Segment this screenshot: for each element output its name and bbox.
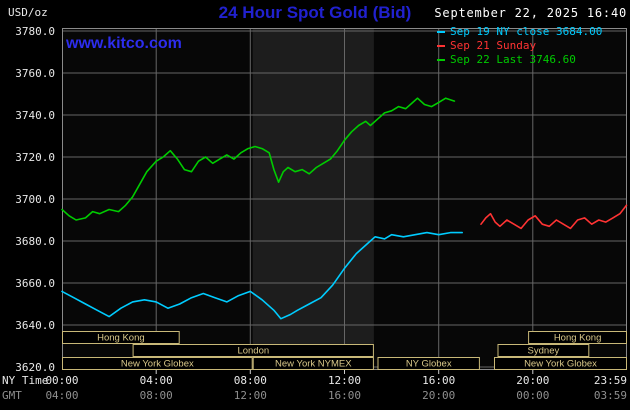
y-tick-label: 3700.0	[15, 192, 55, 206]
datetime-label: September 22, 2025 16:40	[434, 6, 627, 20]
y-tick-label: 3780.0	[15, 24, 55, 38]
y-tick-label: 3740.0	[15, 108, 55, 122]
y-tick-label: 3620.0	[15, 360, 55, 374]
y-tick-label: 3660.0	[15, 276, 55, 290]
y-axis: 3780.0 3760.0 3740.0 3720.0 3700.0 3680.0 3660…	[0, 0, 58, 410]
legend-label: Sep 19 NY close 3684.00	[450, 25, 603, 38]
session-label: New York Globex	[524, 359, 597, 370]
series-line-2	[61, 97, 456, 221]
series-line-1	[480, 204, 628, 230]
x-tick-label: 03:59	[593, 389, 627, 402]
x-tick-label: 08:00	[233, 374, 267, 387]
legend-dash-icon	[437, 31, 445, 33]
session-box	[528, 331, 628, 344]
chart-canvas: Hong Kong Hong Kong London Sydney New York G…	[61, 28, 628, 374]
session-label: New York NYMEX	[275, 359, 352, 370]
legend-item: Sep 21 Sunday	[437, 39, 602, 53]
x-tick-label: 20:00	[422, 389, 456, 402]
x-axis-gmt-row: GMT 04:00 08:00 12:00 16:00 20:00 00:00 03:59	[0, 389, 630, 403]
chart-title: 24 Hour Spot Gold (Bid)	[218, 3, 412, 22]
session-label: New York Globex	[121, 359, 194, 370]
session-box	[132, 344, 374, 357]
y-tick-label: 3720.0	[15, 150, 55, 164]
session-box	[62, 357, 253, 370]
session-box	[252, 357, 374, 370]
x-tick-label: 12:00	[233, 389, 267, 402]
legend-item: Sep 19 NY close 3684.00	[437, 25, 602, 39]
legend-item: Sep 22 Last 3746.60	[437, 53, 602, 67]
session-box	[494, 357, 627, 370]
series-line-0	[61, 231, 464, 320]
session-label: London	[237, 346, 269, 357]
y-tick-label: 3680.0	[15, 234, 55, 248]
session-label: Hong Kong	[97, 333, 145, 344]
session-box	[377, 357, 480, 370]
legend: Sep 19 NY close 3684.00 Sep 21 Sunday Se…	[437, 25, 602, 67]
x-tick-label: 16:00	[327, 389, 362, 402]
legend-label: Sep 22 Last 3746.60	[450, 53, 576, 66]
plot-area: Hong Kong Hong Kong London Sydney New York G…	[61, 28, 628, 374]
gmt-axis-label: GMT	[2, 389, 22, 402]
x-tick-label: 23:59	[593, 374, 627, 387]
x-tick-label: 00:00	[45, 374, 79, 387]
x-tick-label: 04:00	[45, 389, 79, 402]
x-tick-label: 12:00	[327, 374, 362, 387]
x-tick-label: 16:00	[422, 374, 456, 387]
session-label: Sydney	[528, 346, 560, 357]
x-axis-ny-row: NY Time 00:00 04:00 08:00 12:00 16:00 20:00 23…	[0, 374, 630, 388]
y-tick-label: 3640.0	[15, 318, 55, 332]
session-label: Hong Kong	[554, 333, 602, 344]
x-tick-label: 20:00	[516, 374, 550, 387]
session-box	[62, 331, 180, 344]
session-label: NY Globex	[406, 359, 452, 370]
legend-dash-icon	[437, 45, 445, 47]
ny-time-axis-label: NY Time	[2, 374, 49, 387]
y-tick-label: 3760.0	[15, 66, 55, 80]
session-box	[497, 344, 590, 357]
kitco-watermark[interactable]: www.kitco.com	[66, 35, 182, 52]
x-tick-label: 00:00	[516, 389, 550, 402]
unit-label: USD/oz	[8, 6, 48, 19]
x-tick-label: 04:00	[139, 374, 173, 387]
legend-dash-icon	[437, 59, 445, 61]
legend-label: Sep 21 Sunday	[450, 39, 537, 52]
x-tick-label: 08:00	[139, 389, 173, 402]
